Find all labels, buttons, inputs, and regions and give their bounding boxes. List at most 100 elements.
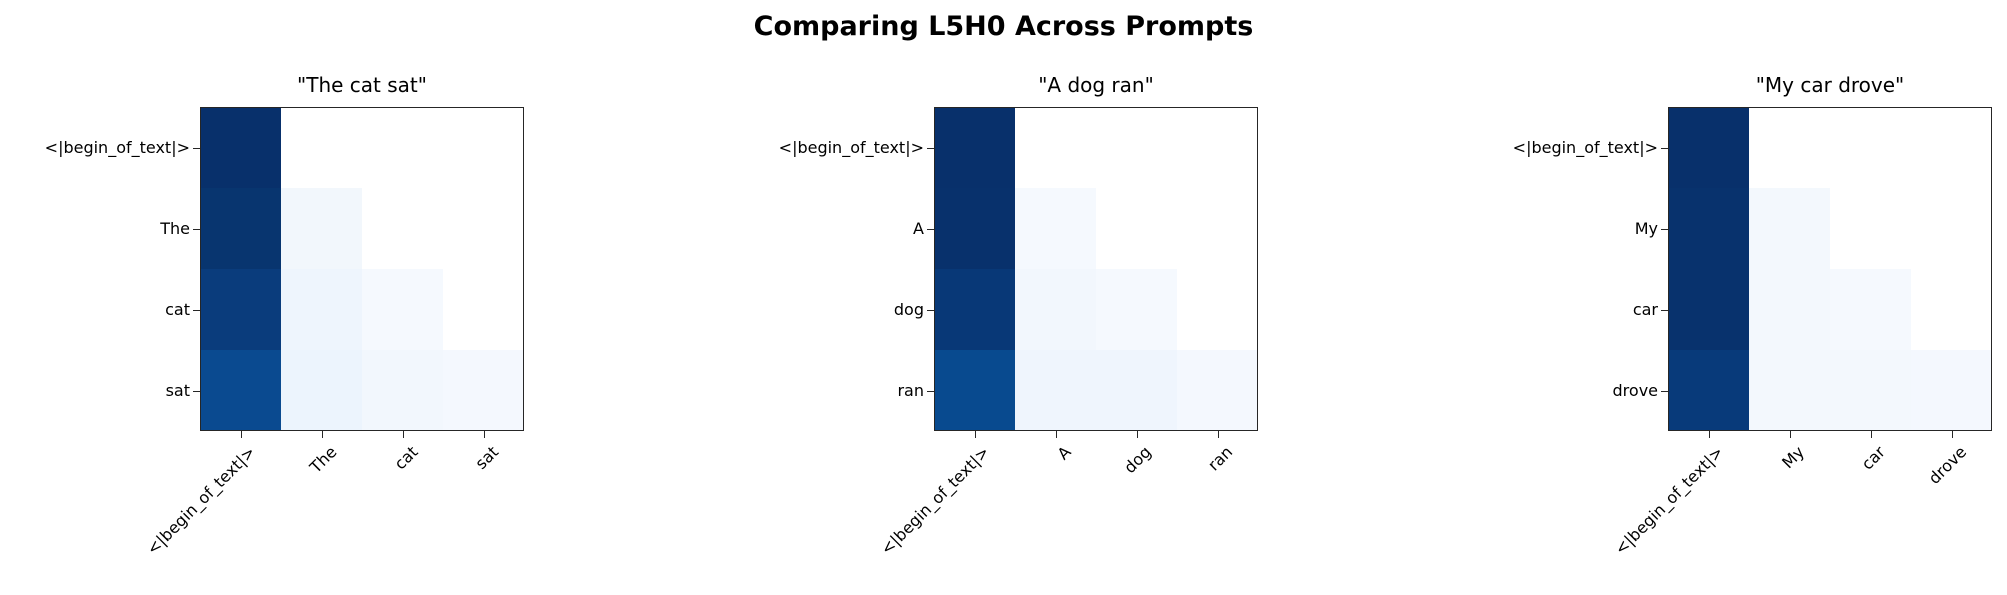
masked-cell <box>1176 268 1257 350</box>
x-tick-label: drove <box>1924 442 1971 488</box>
y-tick-label: <|begin_of_text|> <box>778 137 924 157</box>
masked-cell <box>442 187 523 269</box>
y-tick <box>193 228 200 230</box>
x-tick <box>321 431 323 438</box>
panel-title: "My car drove" <box>1755 73 1905 97</box>
x-tick <box>974 431 976 438</box>
masked-cell <box>280 108 362 188</box>
heatmap-cell <box>1669 268 1749 350</box>
heatmap-cell <box>1095 349 1177 430</box>
heatmap-cell <box>442 349 523 430</box>
heatmap-cell <box>280 187 362 269</box>
heatmap-cell <box>280 268 362 350</box>
masked-cell <box>1095 187 1177 269</box>
masked-cell <box>1014 108 1096 188</box>
heatmap-cell <box>1748 349 1830 430</box>
x-tick <box>1789 431 1791 438</box>
x-tick-label: <|begin_of_text|> <box>877 442 994 559</box>
x-tick-label: cat <box>390 442 422 474</box>
heatmap-cell <box>935 268 1015 350</box>
heatmap-cell <box>1095 268 1177 350</box>
x-tick <box>1951 431 1953 438</box>
heatmap-cell <box>935 187 1015 269</box>
heatmap-cell <box>1829 268 1911 350</box>
masked-cell <box>361 108 443 188</box>
x-tick <box>483 431 485 438</box>
y-tick <box>1661 228 1668 230</box>
y-tick <box>193 390 200 392</box>
x-tick-label: ran <box>1204 442 1237 475</box>
x-tick-label: My <box>1778 442 1809 473</box>
heatmap-cell <box>1176 349 1257 430</box>
heatmap-axes <box>934 107 1258 431</box>
y-tick <box>1661 147 1668 149</box>
x-tick <box>1217 431 1219 438</box>
heatmap-cell <box>1748 187 1830 269</box>
x-tick-label: A <box>1053 442 1075 464</box>
y-tick-label: A <box>913 218 924 238</box>
heatmap-axes <box>200 107 524 431</box>
masked-cell <box>442 268 523 350</box>
y-tick-label: The <box>160 218 190 238</box>
heatmap-cell <box>1910 349 1991 430</box>
heatmap-cell <box>935 108 1015 188</box>
masked-cell <box>1910 187 1991 269</box>
x-tick <box>1136 431 1138 438</box>
x-tick-label: The <box>305 442 341 477</box>
heatmap-axes <box>1668 107 1992 431</box>
heatmap-cell <box>1829 349 1911 430</box>
masked-cell <box>1829 187 1911 269</box>
heatmap-cell <box>201 268 281 350</box>
masked-cell <box>1095 108 1177 188</box>
y-tick-label: <|begin_of_text|> <box>1512 137 1658 157</box>
heatmap-cell <box>1669 349 1749 430</box>
y-tick <box>927 309 934 311</box>
masked-cell <box>1176 108 1257 188</box>
y-tick-label: drove <box>1612 380 1658 400</box>
heatmap-cell <box>1669 187 1749 269</box>
y-tick <box>193 309 200 311</box>
y-tick <box>927 147 934 149</box>
y-tick-label: cat <box>165 299 190 319</box>
heatmap-panel-2: "A dog ran" <|begin_of_text|> <|begin_of_t… <box>779 0 1258 595</box>
heatmap-cell <box>201 108 281 188</box>
y-tick-label: sat <box>165 380 190 400</box>
y-tick <box>927 228 934 230</box>
masked-cell <box>1910 108 1991 188</box>
x-tick <box>1870 431 1872 438</box>
y-tick <box>1661 390 1668 392</box>
heatmap-cell <box>1748 268 1830 350</box>
x-tick-label: <|begin_of_text|> <box>1611 442 1728 559</box>
figure-title: Comparing L5H0 Across Prompts <box>753 11 1254 42</box>
heatmap-cell <box>1669 108 1749 188</box>
heatmap-cell <box>201 187 281 269</box>
x-tick-label: car <box>1857 442 1890 474</box>
heatmap-cell <box>361 268 443 350</box>
y-tick-label: <|begin_of_text|> <box>44 137 190 157</box>
heatmap-cell <box>280 349 362 430</box>
heatmap-panel-3: "My car drove" <|begin_of_text|> <|begin_o… <box>1513 0 1992 595</box>
heatmap-cell <box>1014 187 1096 269</box>
masked-cell <box>361 187 443 269</box>
x-tick-label: <|begin_of_text|> <box>143 442 260 559</box>
y-tick <box>193 147 200 149</box>
y-tick-label: My <box>1634 218 1658 238</box>
masked-cell <box>1176 187 1257 269</box>
heatmap-cell <box>935 349 1015 430</box>
heatmap-cell <box>1014 268 1096 350</box>
x-tick-label: dog <box>1120 442 1156 478</box>
y-tick-label: car <box>1632 299 1658 319</box>
heatmap-cell <box>1014 349 1096 430</box>
x-tick <box>1708 431 1710 438</box>
x-tick-label: sat <box>471 442 503 473</box>
y-tick <box>1661 309 1668 311</box>
masked-cell <box>442 108 523 188</box>
panel-title: "A dog ran" <box>1038 73 1154 97</box>
panel-title: "The cat sat" <box>297 73 427 97</box>
x-tick <box>1055 431 1057 438</box>
masked-cell <box>1748 108 1830 188</box>
x-tick <box>402 431 404 438</box>
y-tick-label: ran <box>897 380 924 400</box>
x-tick <box>240 431 242 438</box>
masked-cell <box>1910 268 1991 350</box>
